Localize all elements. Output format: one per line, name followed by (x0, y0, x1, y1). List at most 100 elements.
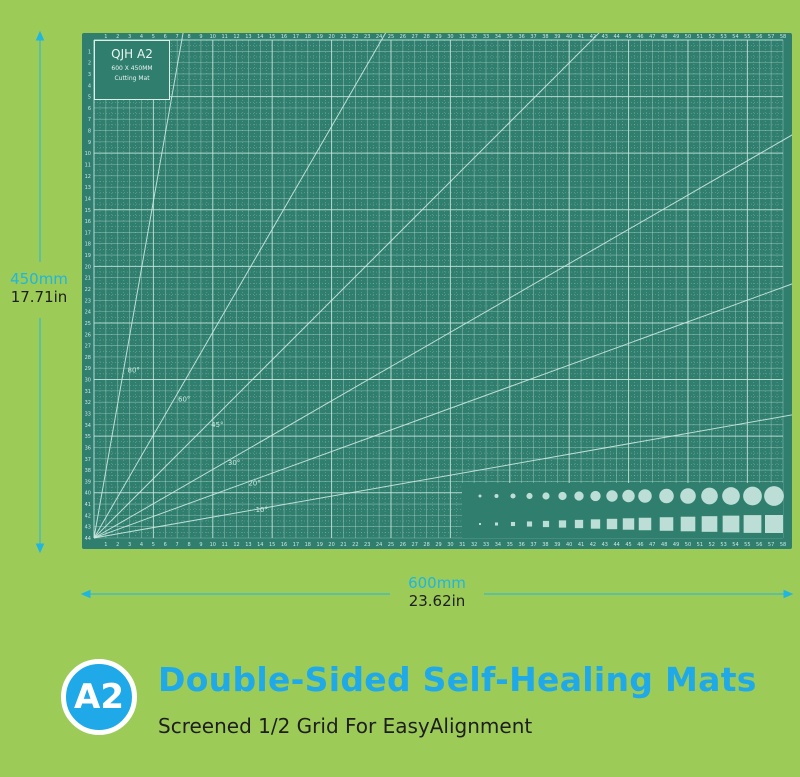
template-square (558, 520, 567, 528)
ruler-number: 13 (245, 34, 251, 40)
ruler-number: 14 (257, 34, 263, 40)
ruler-number: 35 (507, 542, 513, 548)
ruler-number: 14 (85, 196, 91, 202)
template-square (701, 516, 718, 532)
template-circle (606, 490, 618, 502)
template-circle (659, 488, 674, 504)
ruler-number: 28 (423, 542, 429, 548)
ruler-number: 11 (221, 34, 227, 40)
ruler-number: 30 (447, 34, 453, 40)
ruler-number: 23 (364, 34, 370, 40)
ruler-number: 20 (85, 264, 91, 270)
ruler-number: 24 (376, 34, 382, 40)
ruler-number: 47 (649, 542, 655, 548)
width-in: 23.62in (408, 592, 466, 610)
ruler-number: 2 (88, 61, 91, 67)
ruler-number: 21 (340, 34, 346, 40)
ruler-number: 51 (697, 34, 703, 40)
ruler-number: 26 (85, 332, 91, 338)
ruler-number: 11 (85, 163, 91, 169)
ruler-number: 10 (85, 151, 91, 157)
ruler-number: 54 (732, 542, 738, 548)
ruler-number: 26 (400, 542, 406, 548)
ruler-number: 39 (554, 542, 560, 548)
ruler-number: 12 (85, 174, 91, 180)
ruler-number: 50 (685, 34, 691, 40)
ruler-number: 57 (768, 542, 774, 548)
ruler-number: 35 (85, 434, 91, 440)
ruler-number: 7 (88, 117, 91, 123)
ruler-number: 22 (352, 542, 358, 548)
template-square (542, 520, 550, 528)
template-circle (638, 489, 652, 503)
ruler-number: 39 (554, 34, 560, 40)
ruler-number: 51 (697, 542, 703, 548)
mat-name-text: Cutting Mat (114, 75, 150, 82)
ruler-number: 17 (85, 230, 91, 236)
ruler-number: 25 (388, 34, 394, 40)
width-label: 600mm 23.62in (387, 574, 487, 610)
width-dimension-arrow (80, 589, 794, 599)
ruler-number: 42 (590, 34, 596, 40)
ruler-number: 36 (518, 34, 524, 40)
ruler-number: 12 (233, 542, 239, 548)
ruler-number: 18 (305, 34, 311, 40)
template-square (494, 522, 499, 526)
ruler-number: 52 (709, 34, 715, 40)
ruler-number: 10 (210, 34, 216, 40)
ruler-number: 58 (780, 542, 786, 548)
template-square (743, 515, 762, 533)
ruler-number: 19 (317, 34, 323, 40)
template-circle (701, 487, 718, 505)
ruler-number: 52 (709, 542, 715, 548)
template-circle (494, 493, 499, 499)
ruler-number: 28 (85, 355, 91, 361)
ruler-number: 9 (199, 542, 202, 548)
ruler-number: 8 (187, 542, 190, 548)
ruler-number: 14 (257, 542, 263, 548)
template-circle (558, 491, 567, 501)
ruler-number: 1 (104, 34, 107, 40)
ruler-number: 20 (328, 34, 334, 40)
ruler-number: 29 (85, 366, 91, 372)
ruler-number: 29 (435, 542, 441, 548)
ruler-number: 55 (744, 34, 750, 40)
template-square (510, 521, 516, 527)
template-circle (478, 494, 482, 498)
ruler-number: 9 (199, 34, 202, 40)
ruler-number: 34 (495, 542, 501, 548)
angle-label: 30° (228, 459, 240, 467)
ruler-number: 55 (744, 542, 750, 548)
ruler-number: 48 (661, 34, 667, 40)
ruler-number: 25 (85, 321, 91, 327)
ruler-number: 8 (88, 129, 91, 135)
ruler-number: 5 (152, 542, 155, 548)
ruler-number: 33 (483, 542, 489, 548)
angle-lines (93, 33, 792, 539)
ruler-number: 1 (88, 49, 91, 55)
ruler-number: 10 (210, 542, 216, 548)
ruler-number: 12 (233, 34, 239, 40)
ruler-number: 19 (317, 542, 323, 548)
ruler-number: 4 (88, 83, 91, 89)
template-circle (542, 492, 550, 500)
ruler-number: 39 (85, 479, 91, 485)
ruler-number: 6 (164, 542, 167, 548)
ruler-number: 33 (483, 34, 489, 40)
ruler-number: 27 (85, 344, 91, 350)
ruler-number: 43 (85, 525, 91, 531)
ruler-number: 42 (85, 513, 91, 519)
ruler-number: 4 (140, 34, 143, 40)
ruler-number: 32 (85, 400, 91, 406)
angle-label: 45° (211, 421, 223, 429)
mat-brand: QJH A2 (111, 47, 153, 61)
ruler-number: 50 (685, 542, 691, 548)
ruler-number: 30 (447, 542, 453, 548)
ruler-number: 31 (459, 34, 465, 40)
template-square (622, 518, 635, 530)
ruler-number: 40 (566, 542, 572, 548)
ruler-number: 38 (85, 468, 91, 474)
ruler-number: 34 (495, 34, 501, 40)
template-circle (764, 486, 784, 506)
